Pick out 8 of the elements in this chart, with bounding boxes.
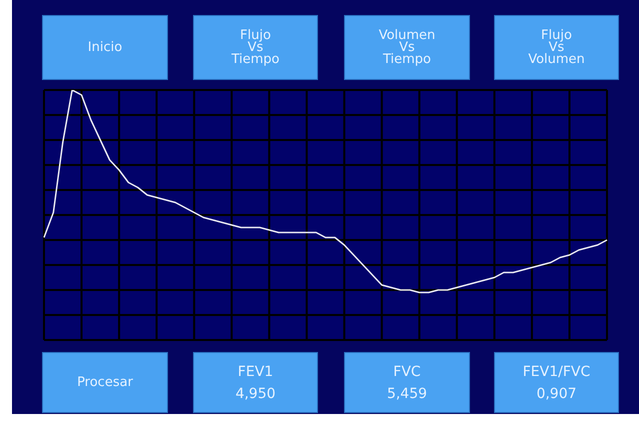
text: Flujo Vs Volumen <box>494 15 619 80</box>
text: Inicio <box>42 15 168 80</box>
text: Volumen Vs Tiempo <box>344 15 470 80</box>
text: FEV1/FVC 0,907 <box>494 352 619 413</box>
text: Procesar <box>42 352 168 413</box>
text: FVC 5,459 <box>344 352 470 413</box>
text: Flujo Vs Tiempo <box>193 15 318 80</box>
text: FEV1 4,950 <box>193 352 318 413</box>
